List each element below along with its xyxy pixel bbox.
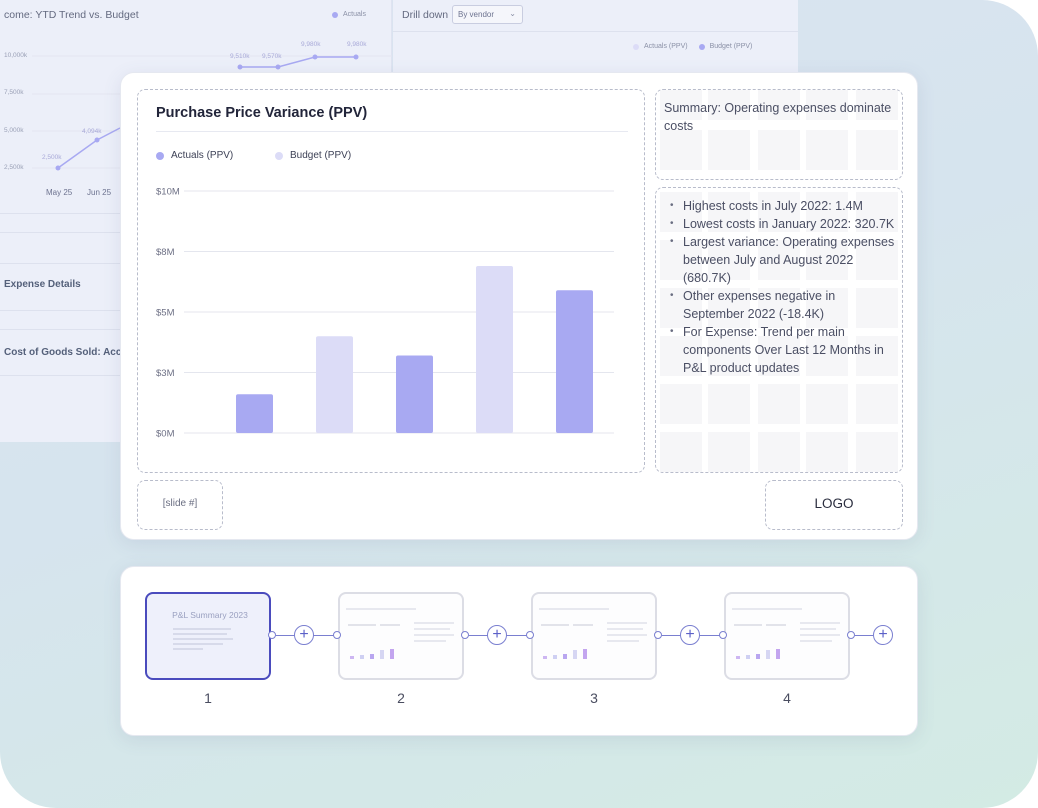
chevron-down-icon: ⌄ — [509, 9, 516, 18]
legend-label: Budget (PPV) — [290, 150, 352, 161]
slide-thumbnail-strip: P&L Summary 2023 1 2 3 — [120, 566, 918, 736]
legend-budget: Budget (PPV) — [275, 150, 351, 161]
add-slide-button[interactable]: + — [873, 625, 893, 645]
insights-list: Highest costs in July 2022: 1.4M Lowest … — [670, 197, 898, 377]
background-point-label: 9,570k — [262, 53, 282, 60]
background-point-label: 4,094k — [82, 128, 102, 135]
drill-down-select[interactable]: By vendor ⌄ — [452, 5, 523, 24]
slide-thumbnail-4[interactable] — [724, 592, 850, 680]
bar-actuals[interactable] — [556, 290, 593, 433]
actuals-legend-dot — [156, 151, 164, 160]
chart-title: Purchase Price Variance (PPV) — [156, 105, 368, 121]
y-tick-label: $5M — [156, 308, 175, 319]
expense-details-row[interactable]: Expense Details — [4, 279, 81, 290]
divider — [393, 31, 798, 32]
summary-text: Summary: Operating expenses dominate cos… — [664, 101, 892, 133]
connector-node — [719, 631, 727, 639]
bar-budget[interactable] — [476, 266, 513, 433]
background-panel-title: come: YTD Trend vs. Budget — [4, 9, 139, 21]
background-y-tick: 10,000k — [4, 52, 28, 59]
logo-text: LOGO — [814, 496, 854, 511]
insight-item: For Expense: Trend per main components O… — [670, 323, 898, 377]
chart-bars — [236, 266, 593, 433]
drill-down-label: Drill down — [402, 9, 449, 21]
insight-item: Other expenses negative in September 202… — [670, 287, 898, 323]
grid-pattern — [660, 90, 898, 170]
legend-actuals: Actuals (PPV) — [156, 150, 233, 161]
insights-placeholder[interactable]: Highest costs in July 2022: 1.4M Lowest … — [655, 187, 903, 473]
summary-placeholder[interactable]: Summary: Operating expenses dominate cos… — [655, 89, 903, 180]
y-tick-label: $3M — [156, 368, 175, 379]
connector-node — [461, 631, 469, 639]
slide-preview: Purchase Price Variance (PPV) Actuals (P… — [120, 72, 918, 540]
legend-label: Actuals (PPV) — [644, 43, 688, 50]
drill-down-select-value: By vendor — [458, 10, 495, 19]
add-slide-button[interactable]: + — [487, 625, 507, 645]
logo-placeholder[interactable]: LOGO — [765, 480, 903, 530]
thumbnail-number: 1 — [204, 690, 212, 706]
legend-label: Actuals (PPV) — [171, 150, 234, 161]
thumbnail-content — [732, 608, 840, 659]
background-y-tick: 5,000k — [4, 127, 24, 134]
slide-number-placeholder[interactable]: [slide #] — [137, 480, 223, 530]
connector-node — [333, 631, 341, 639]
chart-y-axis: $0M $3M $5M $8M $10M — [156, 187, 180, 440]
connector-node — [847, 631, 855, 639]
y-tick-label: $10M — [156, 187, 180, 198]
y-tick-label: $8M — [156, 247, 175, 258]
slide-thumbnail-3[interactable] — [531, 592, 657, 680]
insight-item: Highest costs in July 2022: 1.4M — [670, 197, 898, 215]
legend-label: Budget (PPV) — [709, 43, 753, 50]
slide-thumbnail-1[interactable]: P&L Summary 2023 — [145, 592, 271, 680]
background-point-label: 9,510k — [230, 53, 250, 60]
chart-placeholder[interactable]: Purchase Price Variance (PPV) Actuals (P… — [137, 89, 645, 473]
insight-item: Largest variance: Operating expenses bet… — [670, 233, 898, 287]
bar-budget[interactable] — [316, 336, 353, 433]
background-x-tick: May 25 — [46, 188, 73, 197]
thumbnail-number: 3 — [590, 690, 598, 706]
connector-node — [526, 631, 534, 639]
insight-item: Lowest costs in January 2022: 320.7K — [670, 215, 898, 233]
slide-number-text: [slide #] — [162, 498, 198, 509]
connector-line — [855, 635, 873, 636]
y-tick-label: $0M — [156, 429, 175, 440]
connector-node — [268, 631, 276, 639]
divider — [156, 131, 628, 132]
thumbnail-content — [346, 608, 454, 659]
actuals-legend-dot — [633, 43, 639, 50]
thumbnail-number: 4 — [783, 690, 791, 706]
add-slide-button[interactable]: + — [680, 625, 700, 645]
connector-node — [654, 631, 662, 639]
thumbnail-number: 2 — [397, 690, 405, 706]
background-y-tick: 2,500k — [4, 164, 24, 171]
actuals-legend-dot — [332, 11, 338, 18]
bar-actuals[interactable] — [236, 394, 273, 433]
background-legend: Actuals — [332, 11, 366, 18]
background-legend-label: Actuals — [343, 11, 366, 18]
bar-actuals[interactable] — [396, 355, 433, 433]
background-legend: Actuals (PPV) Budget (PPV) — [633, 43, 752, 50]
cogs-row[interactable]: Cost of Goods Sold: Acc — [4, 347, 122, 358]
background-x-tick: Jun 25 — [87, 188, 112, 197]
budget-legend-dot — [275, 151, 283, 160]
ppv-bar-chart: $0M $3M $5M $8M $10M — [156, 187, 614, 440]
thumbnail-title: P&L Summary 2023 — [172, 610, 248, 620]
background-point-label: 2,500k — [42, 154, 62, 161]
add-slide-button[interactable]: + — [294, 625, 314, 645]
background-point-label: 9,980k — [301, 41, 321, 48]
slide-thumbnail-2[interactable] — [338, 592, 464, 680]
thumbnail-content — [539, 608, 647, 659]
background-y-tick: 7,500k — [4, 89, 24, 96]
budget-legend-dot — [698, 43, 705, 50]
thumbnail-content — [173, 628, 233, 653]
background-point-label: 9,980k — [347, 41, 367, 48]
